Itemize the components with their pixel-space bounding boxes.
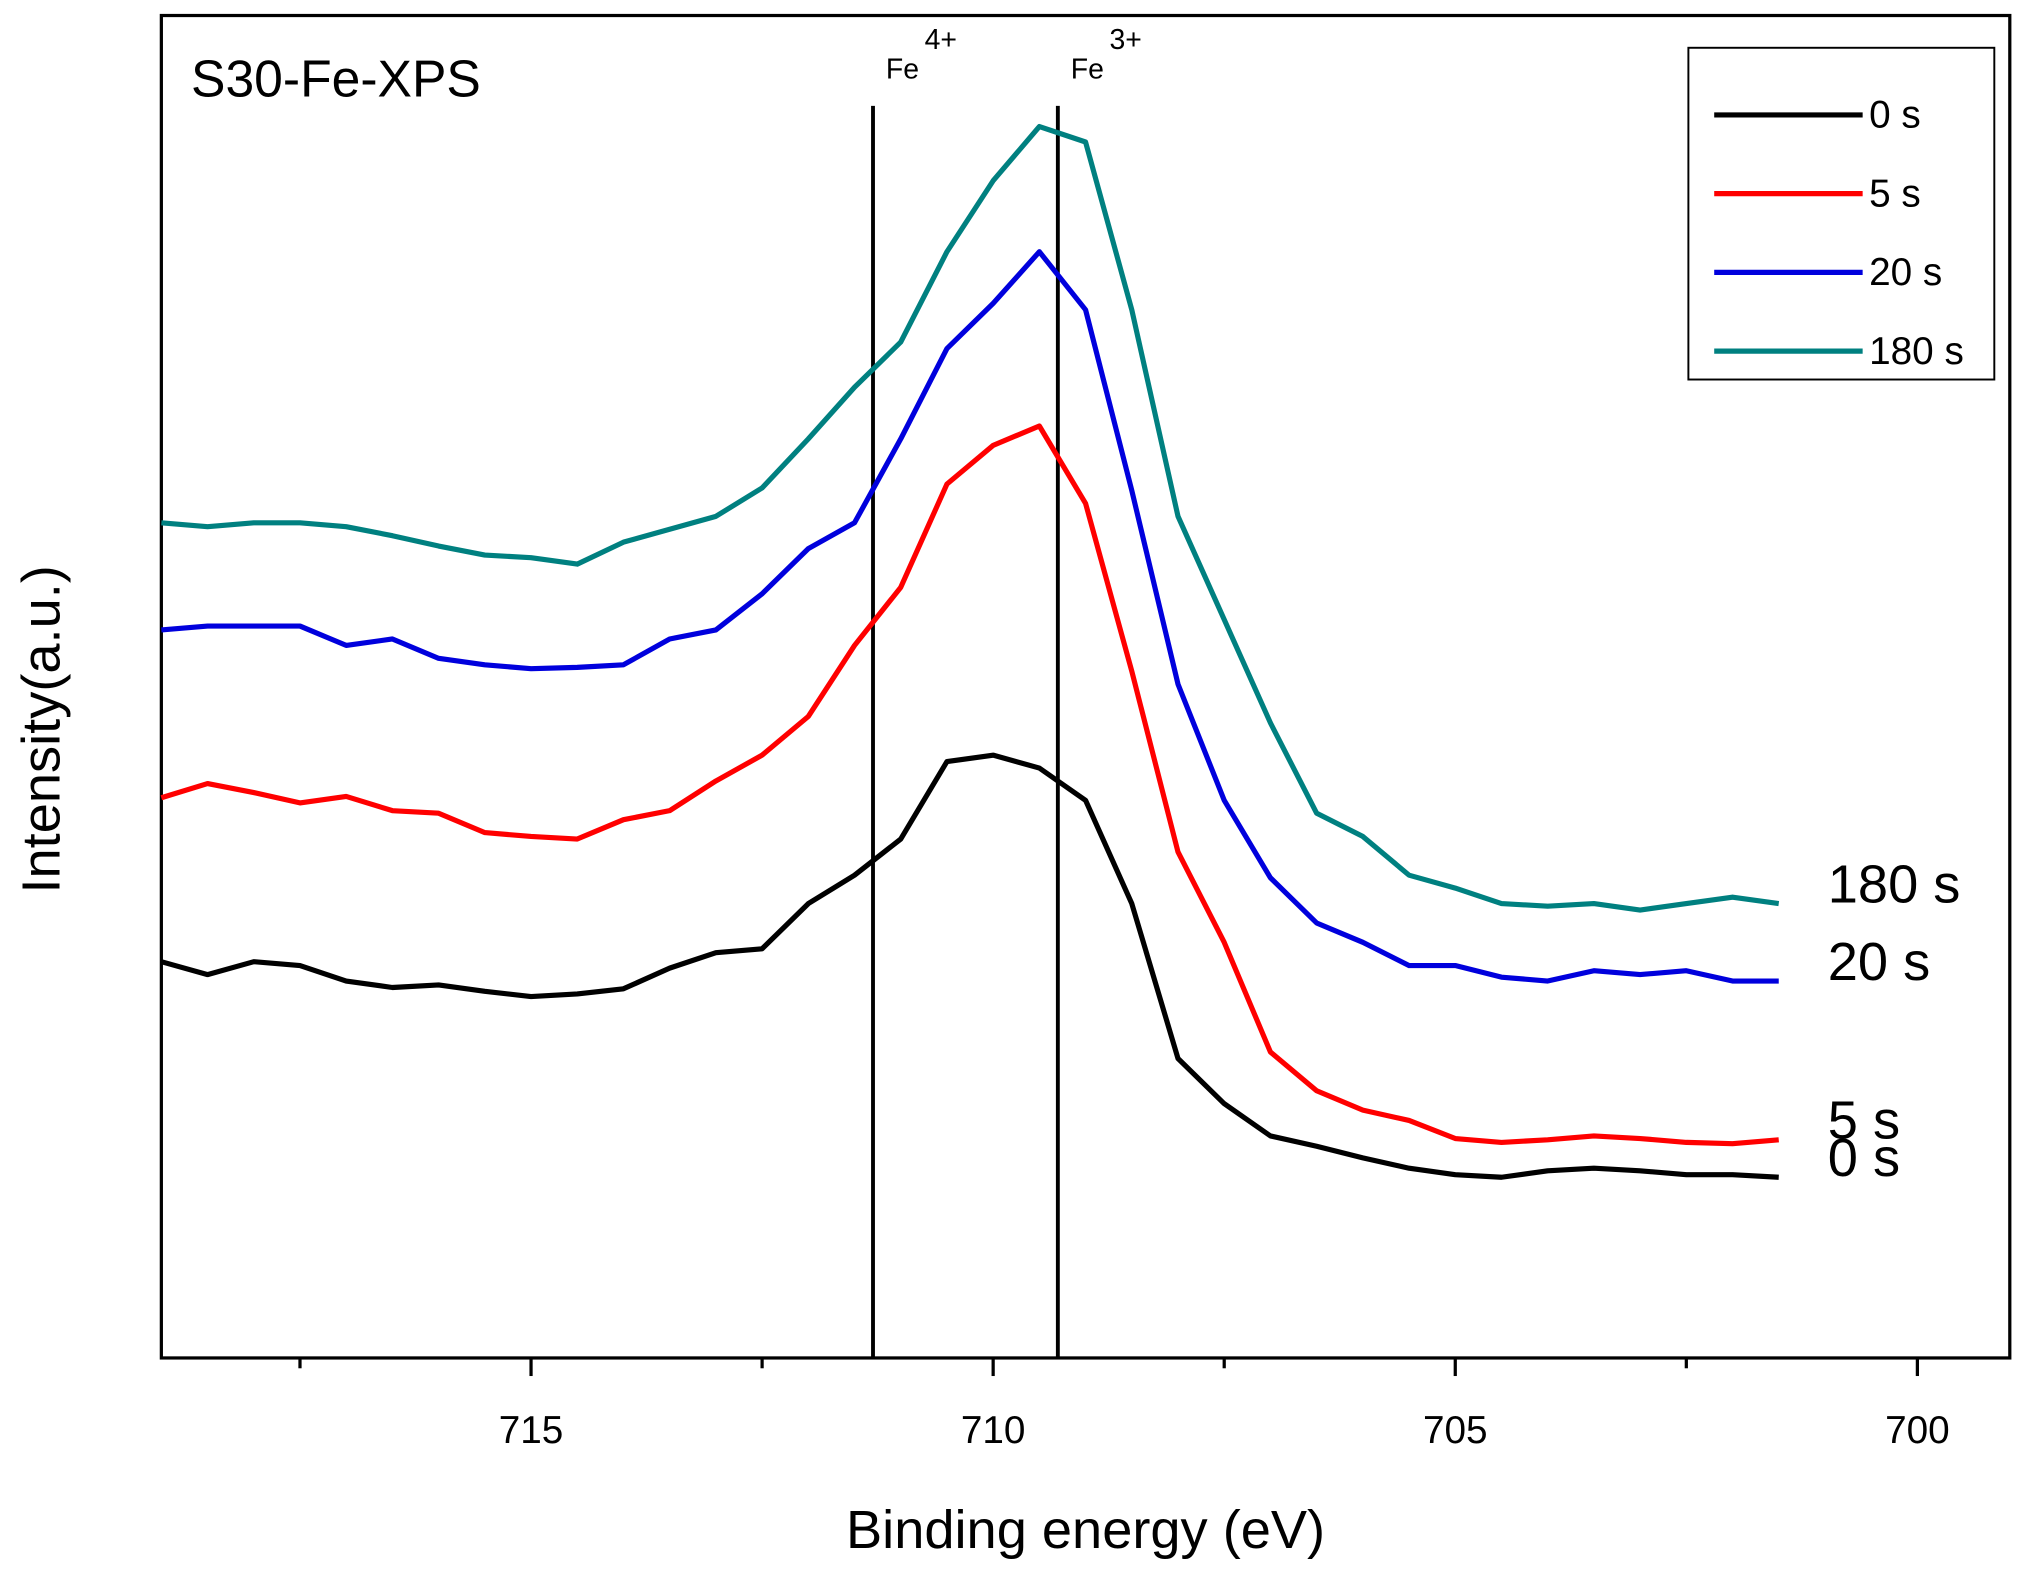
legend-label: 5 s xyxy=(1869,172,1921,215)
legend-label: 180 s xyxy=(1869,330,1964,373)
series-line xyxy=(160,752,1779,1180)
annotation-label: Fe xyxy=(886,54,919,86)
chart-title: S30-Fe-XPS xyxy=(191,49,481,107)
legend-label: 20 s xyxy=(1869,251,1942,294)
x-axis-label: Binding energy (eV) xyxy=(846,1500,1325,1560)
annotation-label: Fe xyxy=(1071,54,1104,86)
series-end-label: 5 s xyxy=(1828,1091,1900,1151)
series-end-label: 0 s xyxy=(1828,1128,1900,1188)
series-line xyxy=(161,123,1780,913)
series-line xyxy=(160,423,1779,1147)
annotation-superscript: 3+ xyxy=(1109,24,1141,56)
x-tick-label: 705 xyxy=(1423,1409,1488,1452)
x-tick-label: 710 xyxy=(961,1409,1026,1452)
plot-frame xyxy=(159,13,2012,1360)
y-axis-label: Intensity(a.u.) xyxy=(11,565,71,893)
x-tick-label: 715 xyxy=(499,1409,564,1452)
series-end-label: 180 s xyxy=(1828,854,1961,914)
legend-box xyxy=(1687,46,1996,381)
series-line xyxy=(161,249,1779,984)
annotation-superscript: 4+ xyxy=(925,24,957,56)
legend-label: 0 s xyxy=(1869,94,1921,137)
x-tick-label: 700 xyxy=(1885,1409,1950,1452)
series-end-label: 20 s xyxy=(1828,932,1930,992)
